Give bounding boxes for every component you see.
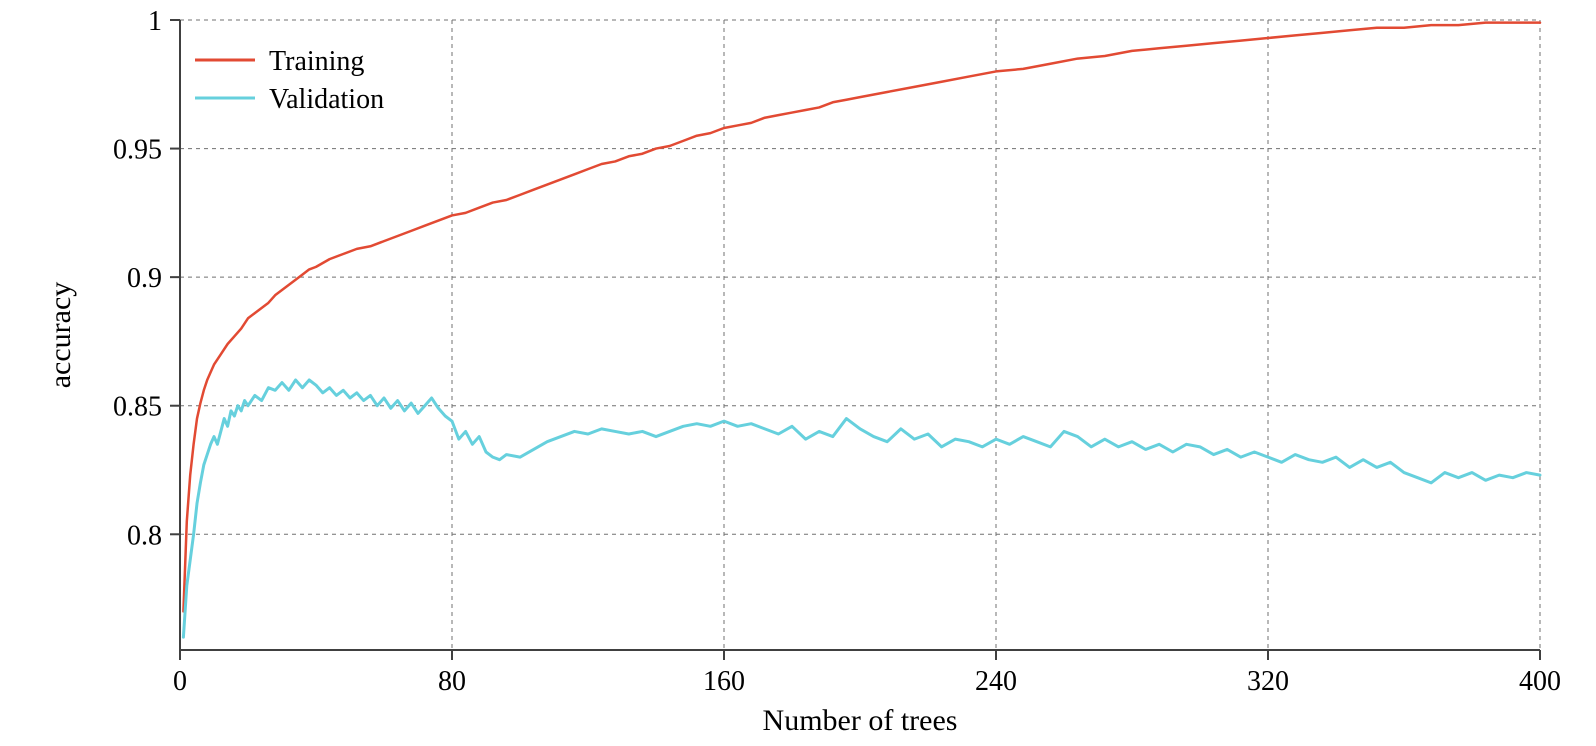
x-tick-label: 400 [1519, 666, 1561, 697]
y-axis-label: accuracy [44, 282, 77, 389]
x-tick-label: 160 [703, 666, 745, 697]
y-tick-label: 0.9 [127, 263, 162, 294]
y-tick-label: 0.95 [113, 135, 162, 166]
legend-label: Validation [269, 84, 384, 115]
y-tick-label: 0.85 [113, 392, 162, 423]
x-axis-label: Number of trees [763, 704, 958, 737]
x-tick-label: 0 [173, 666, 187, 697]
x-tick-label: 240 [975, 666, 1017, 697]
legend-label: Training [269, 46, 364, 77]
x-tick-label: 320 [1247, 666, 1289, 697]
y-tick-label: 1 [148, 6, 162, 37]
accuracy-vs-trees-chart: 0 80 160 240 320 400 0.8 0.85 0.9 0.95 1 Number of … [0, 0, 1596, 746]
chart-svg: 0 80 160 240 320 400 0.8 0.85 0.9 0.95 1 Number of … [0, 0, 1596, 746]
y-tick-label: 0.8 [127, 520, 162, 551]
x-tick-label: 80 [438, 666, 466, 697]
